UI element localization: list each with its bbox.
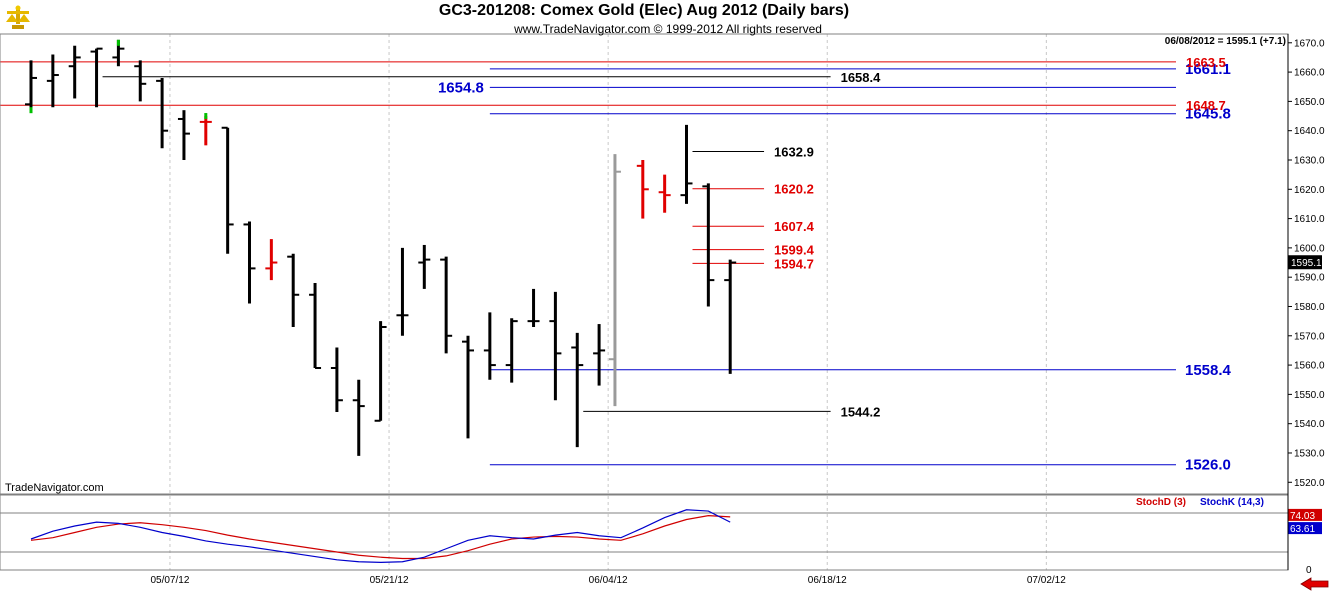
level-label: 1620.2 xyxy=(774,182,814,197)
level-label: 1632.9 xyxy=(774,144,814,159)
price-tick-label: 1610.0 xyxy=(1294,214,1325,225)
price-bar xyxy=(462,335,474,439)
price-panel-frame xyxy=(0,33,1289,495)
level-label: 1645.8 xyxy=(1185,106,1231,123)
price-tick-label: 1630.0 xyxy=(1294,155,1325,166)
price-bar xyxy=(636,159,649,219)
stoch-tick-label: 0 xyxy=(1306,565,1312,576)
price-tick-label: 1600.0 xyxy=(1294,243,1325,254)
price-bar xyxy=(680,124,693,204)
level-label: 1661.1 xyxy=(1185,61,1231,78)
price-panel: 1661.1 1654.8 1645.8 1558.4 1526.0 1663.5 1648… xyxy=(0,39,1232,474)
price-bar xyxy=(374,321,387,422)
price-tick-label: 1550.0 xyxy=(1294,390,1325,401)
price-tick-label: 1520.0 xyxy=(1294,478,1325,489)
price-tick-label: 1590.0 xyxy=(1294,273,1325,284)
date-tick-label: 07/02/12 xyxy=(1027,575,1066,586)
price-tick-label: 1640.0 xyxy=(1294,126,1325,137)
date-tick-label: 05/21/12 xyxy=(370,575,409,586)
price-tick-label: 1530.0 xyxy=(1294,448,1325,459)
price-bar xyxy=(25,60,37,111)
price-bar xyxy=(352,379,365,456)
price-tick-label: 1650.0 xyxy=(1294,97,1325,108)
legend-stochd: StochD (3) xyxy=(1136,497,1186,508)
price-bar xyxy=(608,154,621,407)
stoch-line xyxy=(30,514,731,560)
level-label: 1526.0 xyxy=(1185,457,1231,474)
stoch-last-box xyxy=(1288,508,1322,521)
price-bar xyxy=(658,174,671,213)
copyright-line: www.TradeNavigator.com © 1999-2012 All r… xyxy=(514,22,822,36)
source-label: TradeNavigator.com xyxy=(5,482,104,494)
price-bar xyxy=(90,47,103,108)
price-bar xyxy=(68,45,81,99)
stoch-last-label: 74.03 xyxy=(1290,511,1315,522)
level-label: 1607.4 xyxy=(774,219,815,234)
level-label: 1658.4 xyxy=(841,70,882,85)
level-label: 1654.8 xyxy=(438,79,484,96)
date-tick-label: 06/18/12 xyxy=(808,575,847,586)
level-label: 1663.5 xyxy=(1186,55,1226,70)
scales-logo-icon xyxy=(6,5,30,29)
price-tick-label: 1540.0 xyxy=(1294,419,1325,430)
price-bar xyxy=(330,347,343,412)
price-bar xyxy=(156,77,169,149)
date-tick-label: 05/07/12 xyxy=(150,575,189,586)
price-bar xyxy=(287,253,300,327)
last-price-info: 06/08/2012 = 1595.1 (+7.1) xyxy=(1164,36,1286,47)
price-bar xyxy=(221,126,234,254)
level-label: 1558.4 xyxy=(1185,362,1232,379)
stoch-last-box xyxy=(1288,522,1322,535)
level-label: 1599.4 xyxy=(774,243,815,258)
price-bar xyxy=(134,60,147,102)
stochastic-panel xyxy=(0,509,1288,564)
price-tick-label: 1560.0 xyxy=(1294,361,1325,372)
price-bar xyxy=(724,259,737,374)
stoch-line xyxy=(30,509,731,564)
price-bar xyxy=(243,221,256,304)
legend-stochk: StochK (14,3) xyxy=(1200,497,1264,508)
level-label: 1648.7 xyxy=(1186,98,1226,113)
red-left-arrow-icon[interactable] xyxy=(1300,577,1330,591)
stoch-last-label: 63.61 xyxy=(1290,524,1315,535)
price-bar xyxy=(177,110,190,160)
price-bar xyxy=(702,183,715,307)
price-bar xyxy=(571,332,584,448)
price-bar xyxy=(593,324,606,386)
price-bar xyxy=(309,283,322,370)
chart-title: GC3-201208: Comex Gold (Elec) Aug 2012 (… xyxy=(438,2,850,19)
date-axis: 05/07/12 05/21/12 06/04/12 06/18/12 07/02/12 xyxy=(150,575,1066,586)
price-bar xyxy=(265,239,278,281)
price-bar xyxy=(505,318,518,383)
price-bar xyxy=(46,54,59,108)
price-bar xyxy=(396,247,409,336)
last-price-label: 1595.1 xyxy=(1291,258,1322,269)
price-tick-label: 1580.0 xyxy=(1294,302,1325,313)
price-tick-label: 1660.0 xyxy=(1294,68,1325,79)
vertical-gridlines xyxy=(169,34,1047,570)
date-tick-label: 06/04/12 xyxy=(589,575,628,586)
price-bar xyxy=(483,312,496,380)
stoch-panel-frame xyxy=(0,494,1289,571)
level-label: 1544.2 xyxy=(841,404,881,419)
price-bar xyxy=(549,291,562,401)
price-tick-label: 1570.0 xyxy=(1294,331,1325,342)
price-bar xyxy=(199,116,212,146)
price-bar xyxy=(527,288,540,327)
price-tick-label: 1670.0 xyxy=(1294,38,1325,49)
last-price-box xyxy=(1288,255,1322,270)
price-bar xyxy=(440,256,453,354)
price-axis: 1670.0 1660.0 1650.0 1640.0 1630.0 1620.0 1610… xyxy=(1288,38,1325,576)
level-label: 1594.7 xyxy=(774,256,814,271)
price-tick-label: 1620.0 xyxy=(1294,185,1325,196)
price-bar xyxy=(418,244,431,289)
